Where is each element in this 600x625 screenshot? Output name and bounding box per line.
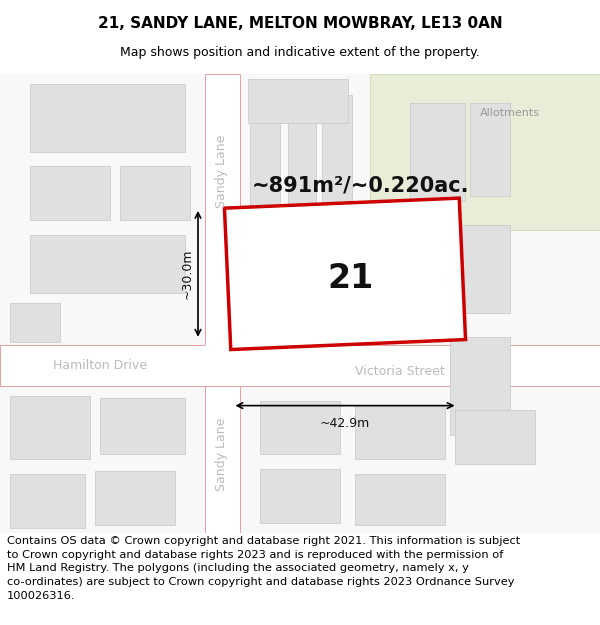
Bar [250,103,280,230]
Text: Contains OS data © Crown copyright and database right 2021. This information is : Contains OS data © Crown copyright and d… [7,536,520,601]
Text: ~42.9m: ~42.9m [320,418,370,431]
Polygon shape [370,74,600,230]
Bar [10,474,85,528]
Text: 21, SANDY LANE, MELTON MOWBRAY, LE13 0AN: 21, SANDY LANE, MELTON MOWBRAY, LE13 0AN [98,16,502,31]
Text: 21: 21 [327,262,373,295]
Text: Hamilton Drive: Hamilton Drive [53,359,147,372]
Polygon shape [0,345,600,386]
Text: Sandy Lane: Sandy Lane [215,134,229,208]
Bar [410,103,465,201]
Bar [120,166,190,220]
Polygon shape [205,345,240,386]
Bar [10,396,90,459]
Text: Map shows position and indicative extent of the property.: Map shows position and indicative extent… [120,46,480,59]
Polygon shape [205,74,240,345]
Text: Victoria Street: Victoria Street [355,365,445,378]
Text: ~30.0m: ~30.0m [181,249,194,299]
Text: Allotments: Allotments [480,107,540,118]
Text: Sandy Lane: Sandy Lane [215,418,229,491]
Bar [355,406,445,459]
Bar [288,98,316,225]
Bar [30,84,185,152]
Bar [248,79,348,122]
Polygon shape [205,386,240,532]
Polygon shape [243,216,447,331]
Bar [260,469,340,522]
Bar [470,103,510,196]
Bar [10,303,60,342]
Bar [100,398,185,454]
Bar [30,235,185,293]
Bar [450,225,510,313]
Bar [260,401,340,454]
Bar [355,474,445,525]
Polygon shape [224,198,466,349]
Bar [30,166,110,220]
Bar [95,471,175,525]
Text: ~891m²/~0.220ac.: ~891m²/~0.220ac. [251,176,469,196]
Bar [455,411,535,464]
Bar [322,95,352,222]
Bar [450,338,510,435]
